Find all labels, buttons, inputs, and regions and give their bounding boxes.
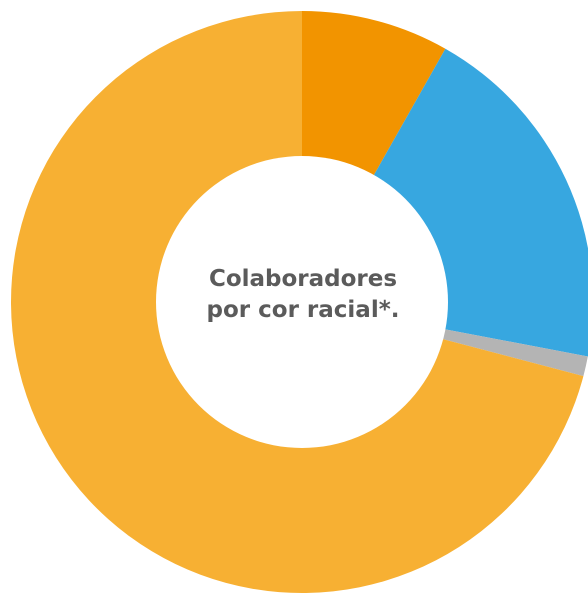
donut-hole	[156, 156, 448, 448]
chart-title: Colaboradores por cor racial*.	[160, 230, 446, 360]
chart-title-line-1: Colaboradores	[208, 265, 398, 292]
chart-title-line-2: por cor racial*.	[206, 297, 400, 323]
